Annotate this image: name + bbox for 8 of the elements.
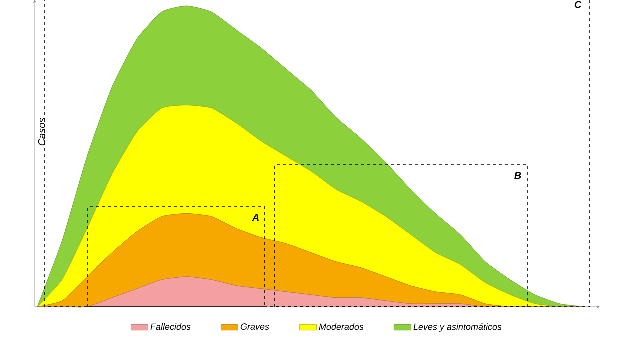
annotation: B (514, 172, 522, 180)
legend-label: Moderados (319, 324, 364, 330)
annotation: A (252, 214, 259, 222)
annotation: C (574, 1, 582, 8)
legend-label: Graves (240, 324, 270, 330)
legend-label: Fallecidos (150, 324, 191, 330)
legend-label: Leves y asintomáticos (414, 323, 502, 332)
y-axis-title: Casos (38, 118, 46, 146)
